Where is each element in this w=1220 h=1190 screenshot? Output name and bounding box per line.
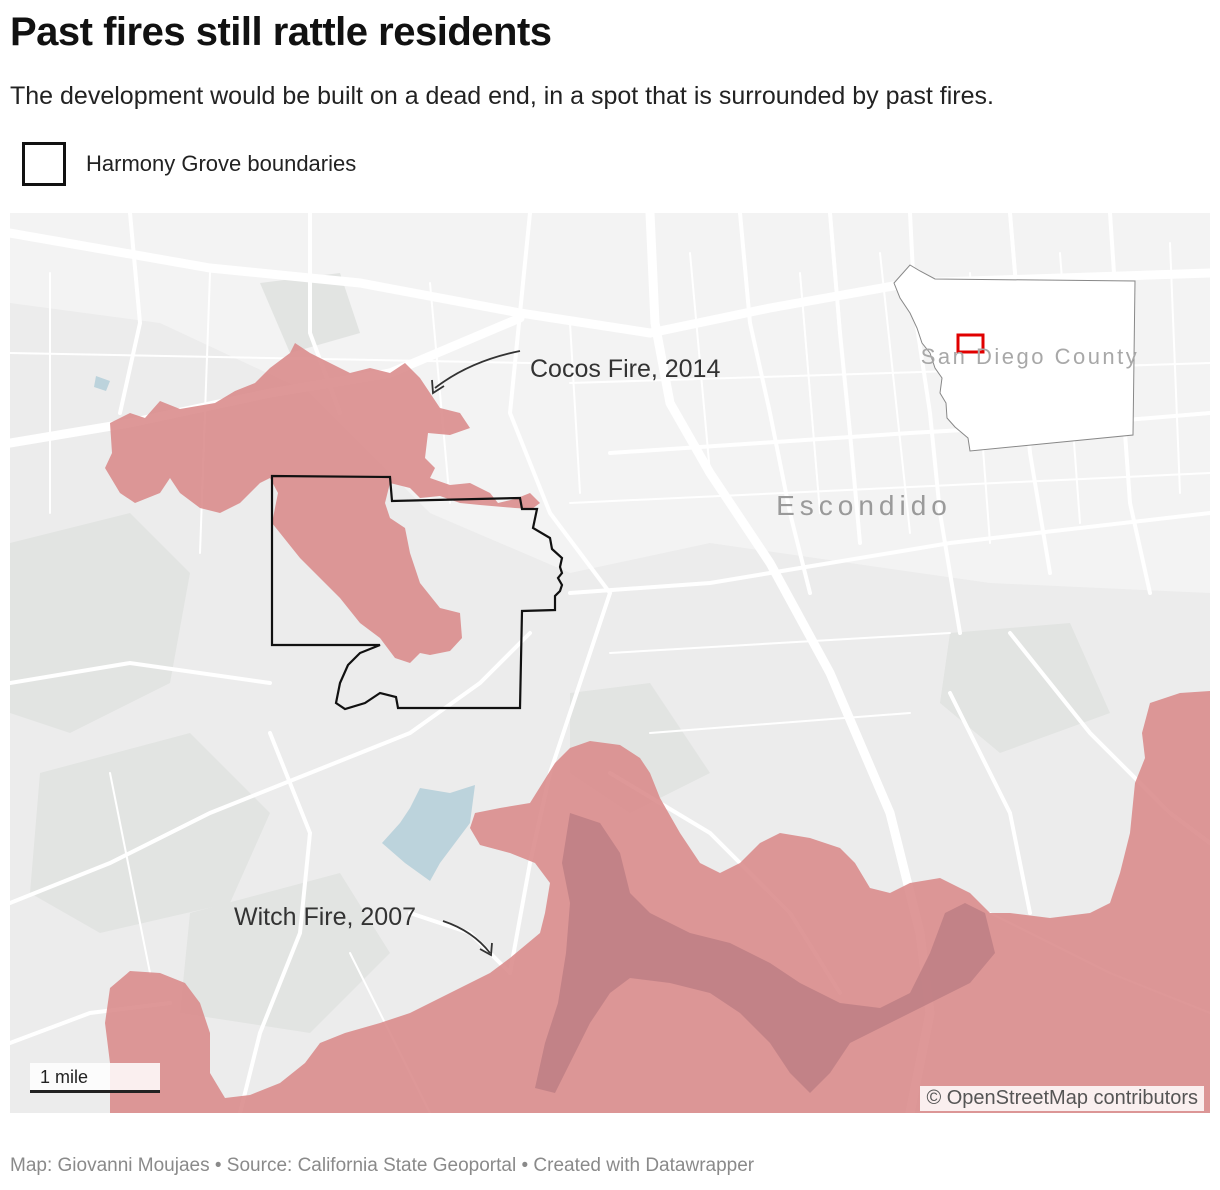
map-legend: Harmony Grove boundaries [22,142,356,186]
page-subtitle: The development would be built on a dead… [10,82,994,110]
cocos-fire-label: Cocos Fire, 2014 [530,355,720,383]
locator-marker [956,333,985,354]
map-attribution[interactable]: © OpenStreetMap contributors [920,1086,1204,1111]
witch-arrow [442,920,491,954]
witch-fire-label: Witch Fire, 2007 [234,903,416,931]
lake [382,785,475,881]
cocos-arrow [434,350,521,389]
locator-inset: San Diego County [893,264,1140,452]
map[interactable]: San Diego County Escondido Cocos Fire, 2… [10,213,1210,1113]
scale-line [30,1090,160,1093]
witch-arrowhead [479,942,493,957]
page-title: Past fires still rattle residents [10,10,552,54]
scale-bar: 1 mile [30,1063,160,1093]
county-label: San Diego County [921,344,1140,369]
scale-label: 1 mile [40,1067,89,1087]
harmony-grove-boundary [270,474,564,711]
san-diego-county-shape [893,264,1136,452]
cocos-fire-area [105,343,540,663]
witch-fire-area [105,691,1210,1113]
escondido-label: Escondido [776,490,952,521]
boundary-legend-swatch [22,142,66,186]
credit-footer: Map: Giovanni Moujaes • Source: Californ… [10,1155,755,1176]
map-canvas[interactable]: San Diego County Escondido Cocos Fire, 2… [10,213,1210,1113]
pond [94,376,110,391]
fire-overlap-area [535,813,995,1093]
legend-label: Harmony Grove boundaries [86,151,357,176]
cocos-arrowhead [431,379,445,395]
